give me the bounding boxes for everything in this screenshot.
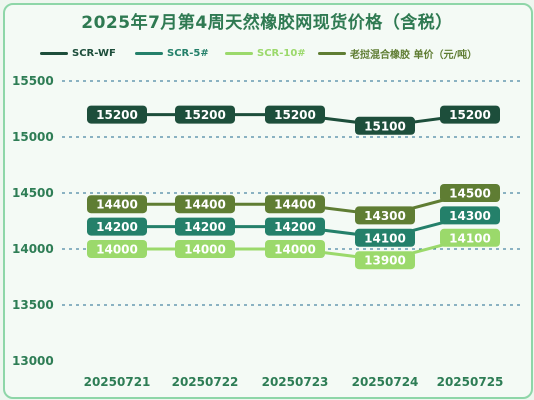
legend-swatch [225, 51, 253, 55]
data-label: 14200 [274, 220, 316, 234]
legend-label: SCR-10# [257, 47, 306, 59]
data-label: 14400 [184, 198, 226, 212]
x-tick-label: 20250724 [352, 375, 419, 389]
data-label: 14300 [364, 209, 406, 223]
chart-title: 2025年7月第4周天然橡胶网现货价格（含税） [81, 13, 453, 33]
data-label-badge [355, 228, 415, 247]
legend-swatch [318, 51, 346, 55]
data-label-badge [265, 240, 325, 258]
data-label-badge [440, 184, 500, 202]
data-label: 14000 [184, 243, 226, 257]
data-label: 14400 [274, 198, 316, 212]
data-label: 14400 [96, 198, 138, 212]
data-label: 15200 [96, 108, 138, 122]
y-tick-label: 13000 [12, 354, 54, 368]
legend-label: SCR-5# [167, 47, 209, 59]
x-tick-label: 20250725 [437, 375, 504, 389]
y-tick-label: 14500 [12, 186, 54, 200]
data-label-badge [265, 217, 325, 236]
y-tick-label: 13500 [12, 298, 54, 312]
x-tick-label: 20250723 [262, 375, 329, 389]
data-label: 15200 [274, 108, 316, 122]
data-label-badge [175, 195, 235, 214]
data-label-badge [87, 240, 147, 258]
legend-item-scr-wf: SCR-WF [40, 44, 116, 62]
data-label-badge [265, 195, 325, 214]
data-label-badge [355, 206, 415, 225]
legend-label: SCR-WF [72, 47, 116, 59]
data-label: 15200 [184, 108, 226, 122]
legend-swatch [135, 51, 163, 55]
data-label: 14000 [274, 243, 316, 257]
data-label-badge [87, 195, 147, 214]
data-label-badge [440, 105, 500, 124]
data-label: 14200 [184, 220, 226, 234]
data-label: 15200 [449, 108, 491, 122]
legend-item-scr-5: SCR-5# [135, 44, 209, 62]
data-label: 14500 [449, 187, 491, 201]
y-tick-label: 15000 [12, 130, 54, 144]
data-label-badge [175, 105, 235, 124]
y-tick-label: 14000 [12, 242, 54, 256]
data-label-badge [87, 105, 147, 124]
data-label-badge [440, 206, 500, 225]
legend-swatch [40, 51, 68, 55]
data-label: 14100 [449, 231, 491, 245]
data-label: 15100 [364, 119, 406, 133]
legend-item-laos-mixed: 老挝混合橡胶 单价（元/吨） [318, 44, 477, 62]
data-label: 13900 [364, 254, 406, 268]
data-label: 14200 [96, 220, 138, 234]
data-label-badge [355, 251, 415, 270]
data-label-badge [265, 105, 325, 124]
data-label: 14000 [96, 243, 138, 257]
data-label-badge [175, 240, 235, 258]
data-label-badge [175, 217, 235, 236]
data-label: 14100 [364, 231, 406, 245]
data-label-badge [440, 228, 500, 247]
data-label-badge [87, 217, 147, 236]
legend: SCR-WF SCR-5# SCR-10# 老挝混合橡胶 单价（元/吨） [40, 44, 520, 62]
x-tick-label: 20250721 [84, 375, 151, 389]
data-label-badge [355, 116, 415, 135]
legend-label: 老挝混合橡胶 单价（元/吨） [350, 49, 478, 61]
y-tick-label: 15500 [12, 74, 54, 88]
legend-item-scr-10: SCR-10# [225, 44, 306, 62]
data-label: 14300 [449, 209, 491, 223]
x-tick-label: 20250722 [172, 375, 239, 389]
